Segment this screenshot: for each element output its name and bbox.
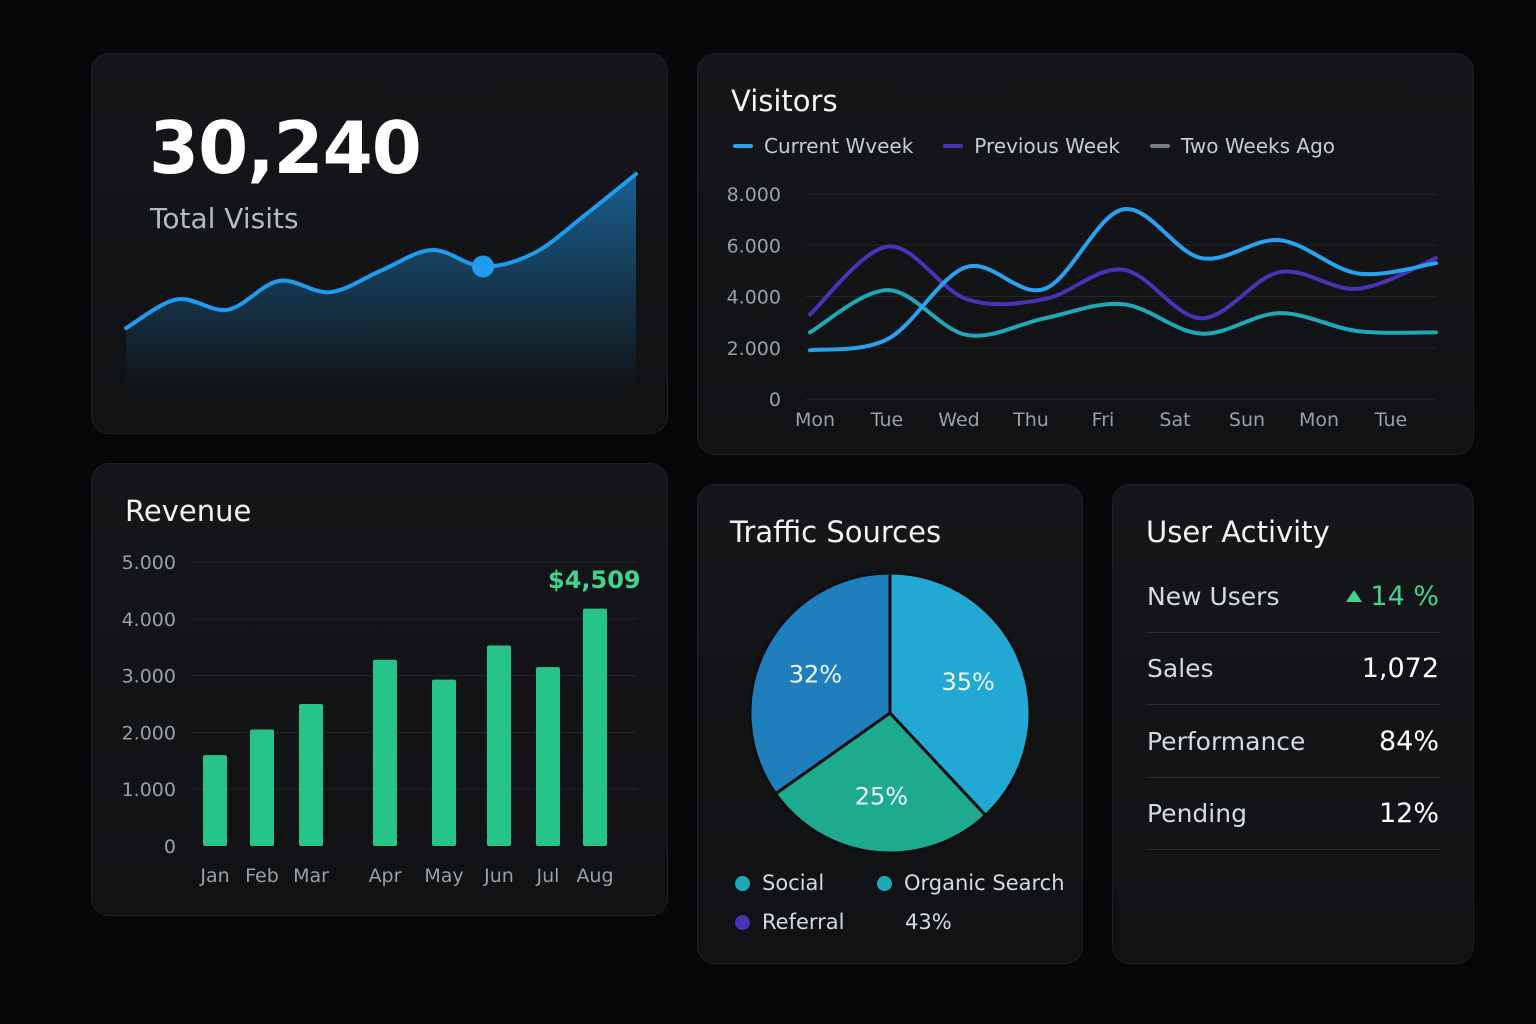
visitors-x-tick: Tue [870, 409, 903, 431]
stat-row-pending: Pending 12% [1147, 777, 1439, 850]
visitors-x-tick: Mon [795, 409, 835, 431]
legend-swatch-two-weeks-ago [1149, 144, 1170, 148]
revenue-y-tick: 1.000 [122, 779, 176, 801]
revenue-title: Revenue [125, 494, 252, 528]
revenue-bar [203, 755, 227, 846]
visits-area-fill [126, 174, 636, 389]
revenue-x-tick: Feb [245, 865, 279, 887]
visitors-y-tick: 0 [769, 389, 781, 411]
revenue-bar [583, 608, 607, 846]
stat-value-performance: 84% [1378, 725, 1439, 757]
pie-slice-label: 35% [941, 668, 994, 696]
user-activity-card: User Activity New Users 14 % Sales 1,072… [1112, 484, 1474, 964]
visitors-x-tick: Sun [1229, 409, 1265, 431]
pie-slice [774, 711, 988, 855]
revenue-bar [432, 679, 456, 846]
legend-item-percent: 43% [905, 910, 952, 934]
visitors-y-tick: 4.000 [727, 287, 781, 309]
legend-item-previous-week: Previous Week [943, 134, 1120, 158]
visitors-x-tick: Tue [1374, 409, 1407, 431]
revenue-bar [299, 704, 323, 846]
revenue-x-tick: Jan [199, 865, 229, 887]
visitors-x-tick: Fri [1092, 409, 1115, 431]
trend-up-icon [1346, 590, 1363, 602]
stat-row-performance: Performance 84% [1147, 705, 1439, 778]
revenue-bar-chart: 0 1.000 2.000 3.000 4.000 5.000 Jan Feb Mar Apr Ma… [122, 552, 637, 887]
revenue-y-tick: 2.000 [122, 722, 176, 744]
legend-dot-organic-search [877, 875, 892, 891]
visits-line [124, 172, 638, 331]
legend-label-social: Social [762, 871, 825, 895]
revenue-y-tick: 4.000 [122, 609, 176, 631]
legend-item-referral: Referral [735, 910, 844, 934]
revenue-x-tick: Aug [576, 865, 613, 887]
legend-dot-referral [735, 914, 750, 930]
revenue-bar [373, 659, 397, 846]
stat-label-pending: Pending [1147, 798, 1247, 828]
revenue-bar [536, 667, 560, 846]
visitors-x-tick: Sat [1159, 409, 1190, 431]
visitors-x-tick: Mon [1299, 409, 1339, 431]
revenue-x-tick: May [424, 865, 463, 887]
visitors-line-chart: 0 2.000 4.000 6.000 8.000 Mon Tue Wed Thu Fri Sat S… [727, 184, 1438, 431]
revenue-x-tick: Jul [536, 865, 560, 887]
traffic-sources-title: Traffic Sources [730, 515, 942, 549]
revenue-bar [487, 645, 511, 846]
legend-label-percent: 43% [905, 910, 952, 934]
revenue-y-tick: 0 [164, 836, 176, 858]
visitors-series-line [808, 288, 1438, 338]
total-visits-card: 30,240 Total Visits [91, 53, 668, 434]
revenue-x-tick: Apr [369, 865, 402, 887]
legend-item-organic-search: Organic Search [877, 871, 1065, 895]
legend-dot-social [735, 875, 750, 891]
pie-slice [888, 571, 1032, 817]
visitors-card: Visitors Current Wveek Previous Week Two… [697, 53, 1474, 455]
total-visits-label: Total Visits [150, 202, 299, 235]
revenue-y-tick: 3.000 [122, 666, 176, 688]
revenue-y-tick: 5.000 [122, 552, 176, 574]
pie-slice [748, 571, 892, 796]
legend-item-two-weeks-ago: Two Weeks Ago [1149, 134, 1336, 158]
pie-slice-label: 25% [855, 783, 908, 811]
stat-value-pending: 12% [1378, 797, 1439, 829]
visitors-y-tick: 8.000 [727, 184, 781, 206]
stat-row-sales: Sales 1,072 [1147, 632, 1439, 705]
visitors-title: Visitors [731, 84, 838, 118]
legend-label-current-week: Current Wveek [764, 134, 914, 158]
stat-label-performance: Performance [1147, 726, 1306, 756]
pie-slice-label: 32% [789, 660, 842, 688]
revenue-card: Revenue 0 1.000 2.000 3.000 4.000 5.000 Jan Feb… [91, 463, 668, 916]
traffic-sources-pie-chart: 35% 25% 32% [748, 571, 1032, 855]
stat-value-sales: 1,072 [1361, 652, 1439, 684]
traffic-sources-card: Traffic Sources 35% 25% 32% Social Organic… [697, 484, 1083, 964]
legend-item-social: Social [735, 871, 824, 895]
visitors-series-line [808, 207, 1438, 353]
visitors-series-line [808, 244, 1438, 321]
stat-label-new-users: New Users [1147, 581, 1280, 611]
total-visits-value: 30,240 [149, 106, 422, 190]
stat-row-new-users: New Users 14 % [1147, 560, 1439, 633]
user-activity-title: User Activity [1146, 515, 1330, 549]
legend-label-organic-search: Organic Search [904, 871, 1065, 895]
legend-item-current-week: Current Wveek [733, 134, 913, 158]
stat-value-new-users-text: 14 % [1370, 580, 1439, 612]
stat-label-sales: Sales [1147, 653, 1214, 683]
revenue-bar [250, 729, 274, 846]
revenue-highlight-value: $4,509 [548, 566, 641, 594]
legend-label-previous-week: Previous Week [974, 134, 1120, 158]
visitors-x-tick: Wed [938, 409, 979, 431]
revenue-x-tick: Jun [483, 865, 514, 887]
visitors-y-tick: 6.000 [727, 235, 781, 257]
visitors-x-tick: Thu [1012, 409, 1049, 431]
visits-highlight-point [472, 255, 494, 278]
legend-label-two-weeks-ago: Two Weeks Ago [1180, 134, 1336, 158]
visitors-y-tick: 2.000 [727, 338, 781, 360]
legend-label-referral: Referral [762, 910, 845, 934]
total-visits-area-chart [124, 172, 638, 389]
stat-value-new-users: 14 % [1346, 581, 1439, 612]
revenue-x-tick: Mar [293, 865, 329, 887]
legend-swatch-previous-week [943, 144, 964, 148]
visitors-legend: Current Wveek Previous Week Two Weeks Ag… [733, 134, 1335, 158]
legend-swatch-current-week [733, 144, 753, 148]
